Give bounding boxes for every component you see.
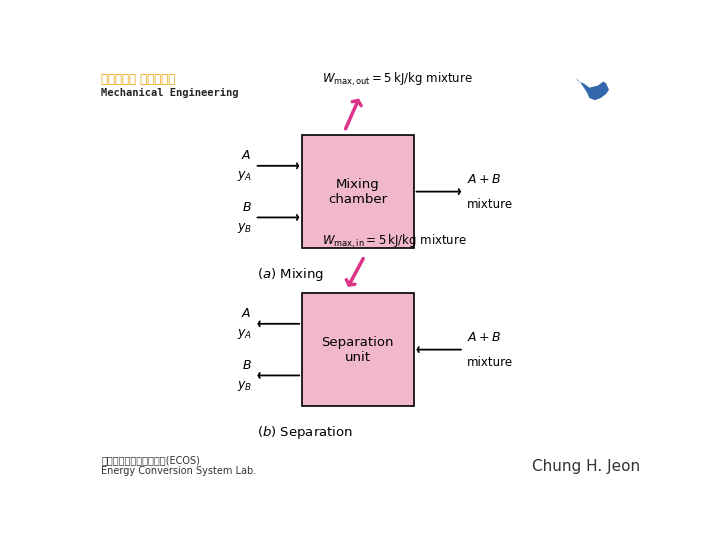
Bar bbox=[302, 136, 413, 248]
Text: $(b)$ Separation: $(b)$ Separation bbox=[258, 424, 354, 442]
Text: $A$: $A$ bbox=[241, 149, 252, 162]
Text: $A$: $A$ bbox=[241, 307, 252, 320]
Text: Energy Conversion System Lab.: Energy Conversion System Lab. bbox=[101, 467, 256, 476]
Text: $(a)$ Mixing: $(a)$ Mixing bbox=[258, 266, 324, 284]
Text: Mechanical Engineering: Mechanical Engineering bbox=[101, 87, 238, 98]
Text: $y_B$: $y_B$ bbox=[237, 221, 252, 235]
Text: mixture: mixture bbox=[467, 356, 513, 369]
Text: $W_{\mathrm{max,out}}$$= 5\,\mathrm{kJ/kg\ mixture}$: $W_{\mathrm{max,out}}$$= 5\,\mathrm{kJ/k… bbox=[322, 70, 473, 87]
Text: Chung H. Jeon: Chung H. Jeon bbox=[531, 460, 639, 474]
Bar bbox=[302, 294, 413, 406]
Text: Separation
unit: Separation unit bbox=[322, 336, 394, 363]
Text: $B$: $B$ bbox=[242, 359, 252, 372]
Text: mixture: mixture bbox=[467, 198, 513, 211]
Text: 부산대학교 기계공학부: 부산대학교 기계공학부 bbox=[101, 73, 175, 86]
Text: 에너지변환시스템연구실(ECOS): 에너지변환시스템연구실(ECOS) bbox=[101, 455, 200, 465]
Text: $A + B$: $A + B$ bbox=[467, 173, 501, 186]
Text: $y_B$: $y_B$ bbox=[237, 379, 252, 393]
Polygon shape bbox=[575, 77, 609, 100]
Text: $B$: $B$ bbox=[242, 200, 252, 213]
Text: $y_A$: $y_A$ bbox=[237, 169, 252, 183]
Text: $A + B$: $A + B$ bbox=[467, 330, 501, 343]
Text: $y_A$: $y_A$ bbox=[237, 327, 252, 341]
Text: $W_{\mathrm{max,in}}$$= 5\,\mathrm{kJ/kg\ mixture}$: $W_{\mathrm{max,in}}$$= 5\,\mathrm{kJ/kg… bbox=[322, 233, 467, 250]
Text: Mixing
chamber: Mixing chamber bbox=[328, 178, 387, 206]
